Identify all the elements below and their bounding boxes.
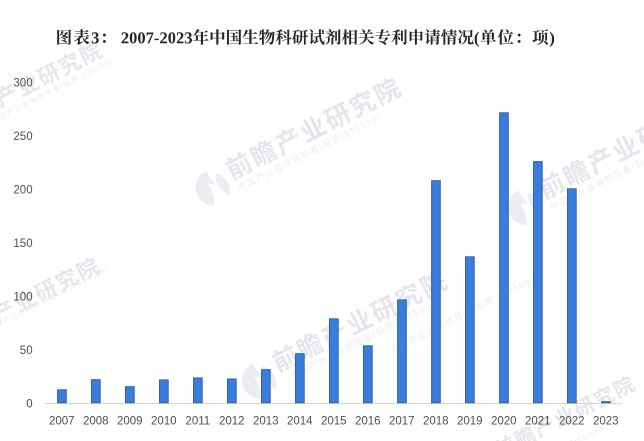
svg-text:2014: 2014 — [287, 416, 313, 428]
svg-text:2019: 2019 — [457, 416, 483, 428]
svg-text:2007: 2007 — [49, 416, 75, 428]
svg-text:100: 100 — [13, 292, 32, 304]
svg-text:2016: 2016 — [355, 416, 381, 428]
svg-text:2023: 2023 — [593, 416, 619, 428]
svg-text:2015: 2015 — [321, 416, 347, 428]
svg-text:200: 200 — [13, 185, 32, 197]
svg-text:2009: 2009 — [117, 416, 143, 428]
svg-text:300: 300 — [13, 78, 32, 90]
svg-text:2010: 2010 — [151, 416, 177, 428]
svg-text:250: 250 — [13, 131, 32, 143]
svg-text:150: 150 — [13, 238, 32, 250]
svg-text:2013: 2013 — [253, 416, 279, 428]
svg-text:2018: 2018 — [423, 416, 449, 428]
svg-text:2011: 2011 — [185, 416, 210, 428]
svg-text:2012: 2012 — [219, 416, 245, 428]
svg-text:50: 50 — [20, 345, 33, 357]
svg-text:0: 0 — [26, 399, 32, 411]
svg-text:2021: 2021 — [525, 416, 551, 428]
svg-text:2020: 2020 — [491, 416, 517, 428]
svg-text:2022: 2022 — [559, 416, 585, 428]
svg-text:2017: 2017 — [389, 416, 415, 428]
svg-text:2008: 2008 — [83, 416, 109, 428]
